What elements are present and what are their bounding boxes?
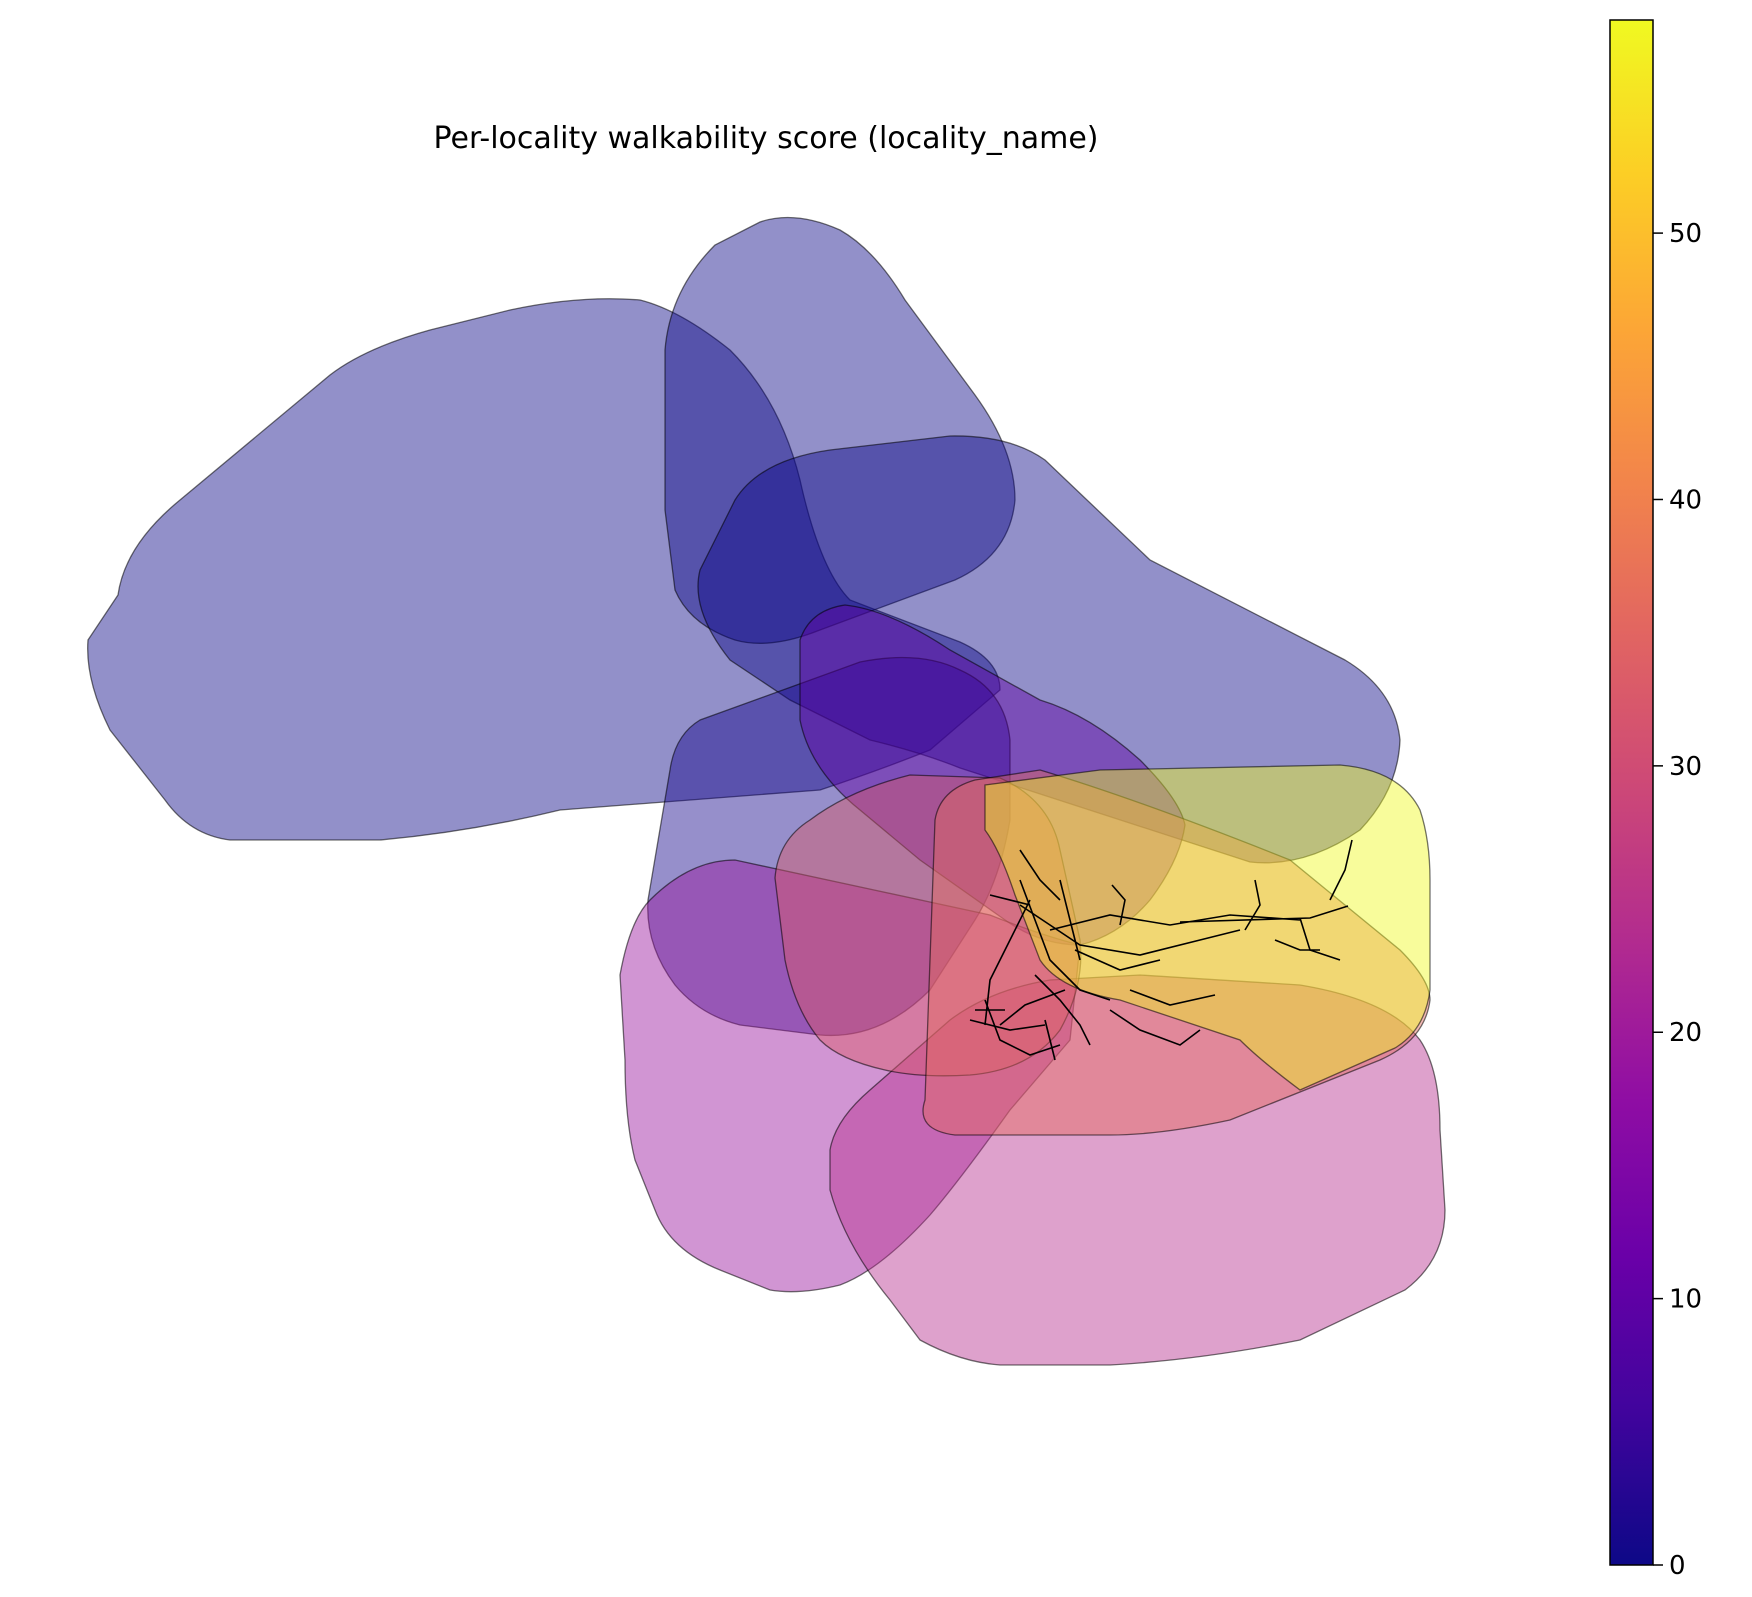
locality-area xyxy=(984,764,1431,1091)
locality-polygons xyxy=(87,216,1446,1366)
locality-area xyxy=(829,974,1446,1366)
locality-area xyxy=(799,604,1186,946)
locality-area xyxy=(922,769,1431,1136)
locality-area xyxy=(647,656,1011,1037)
colorbar-tick-label: 20 xyxy=(1669,1018,1702,1048)
locality-area xyxy=(87,298,1001,841)
colorbar-tick-label: 30 xyxy=(1669,752,1702,782)
colorbar-tick-label: 0 xyxy=(1669,1551,1686,1581)
locality-area xyxy=(774,774,1082,1077)
chart-title: Per-locality walkability score (locality… xyxy=(434,121,1099,156)
locality-area xyxy=(697,435,1401,864)
colorbar-tick-label: 10 xyxy=(1669,1285,1702,1315)
colorbar: 0 10 20 30 40 50 xyxy=(1609,19,1702,1581)
colorbar-ticks: 0 10 20 30 40 50 xyxy=(1653,219,1702,1581)
colorbar-gradient xyxy=(1609,19,1654,1566)
locality-area xyxy=(664,216,1016,644)
locality-area xyxy=(619,859,1081,1293)
colorbar-tick-label: 40 xyxy=(1669,485,1702,515)
street-network xyxy=(969,839,1353,1061)
colorbar-tick-label: 50 xyxy=(1669,219,1702,249)
